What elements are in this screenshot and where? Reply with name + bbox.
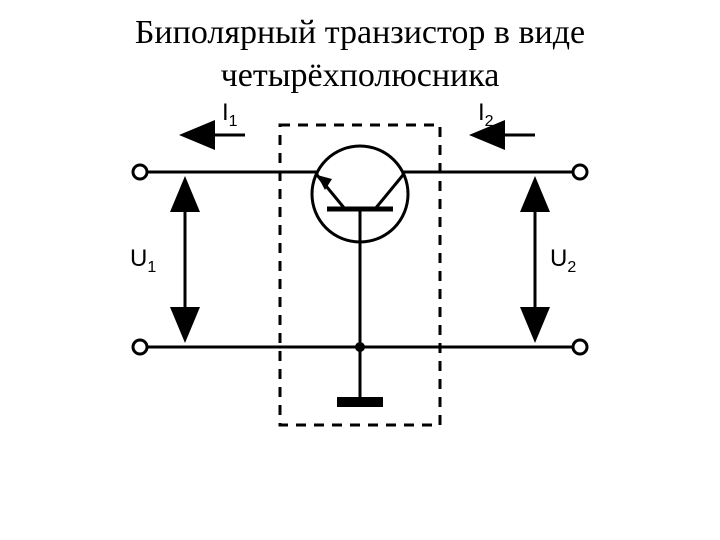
label-I2: I2: [478, 99, 494, 127]
label-U2-main: U: [550, 245, 567, 272]
ground-icon: [337, 347, 383, 407]
label-I2-sub: 2: [485, 113, 494, 130]
transistor-icon: [312, 146, 408, 347]
label-U1-sub: 1: [147, 259, 156, 276]
title-line-1: Биполярный транзистор в виде: [0, 12, 720, 55]
terminal-top-left: [133, 165, 147, 179]
label-I2-main: I: [478, 99, 485, 126]
terminal-top-right: [573, 165, 587, 179]
label-U1-main: U: [130, 245, 147, 272]
label-U2: U2: [550, 245, 576, 273]
label-I1: I1: [222, 99, 238, 127]
terminal-bot-left: [133, 340, 147, 354]
label-U1: U1: [130, 245, 156, 273]
label-U2-sub: 2: [567, 259, 576, 276]
circuit-diagram: I1 I2 U1 U2: [0, 97, 720, 447]
title-line-2: четырёхполюсника: [0, 55, 720, 98]
page-title: Биполярный транзистор в виде четырёхполю…: [0, 0, 720, 97]
label-I1-main: I: [222, 99, 229, 126]
terminal-bot-right: [573, 340, 587, 354]
label-I1-sub: 1: [229, 113, 238, 130]
